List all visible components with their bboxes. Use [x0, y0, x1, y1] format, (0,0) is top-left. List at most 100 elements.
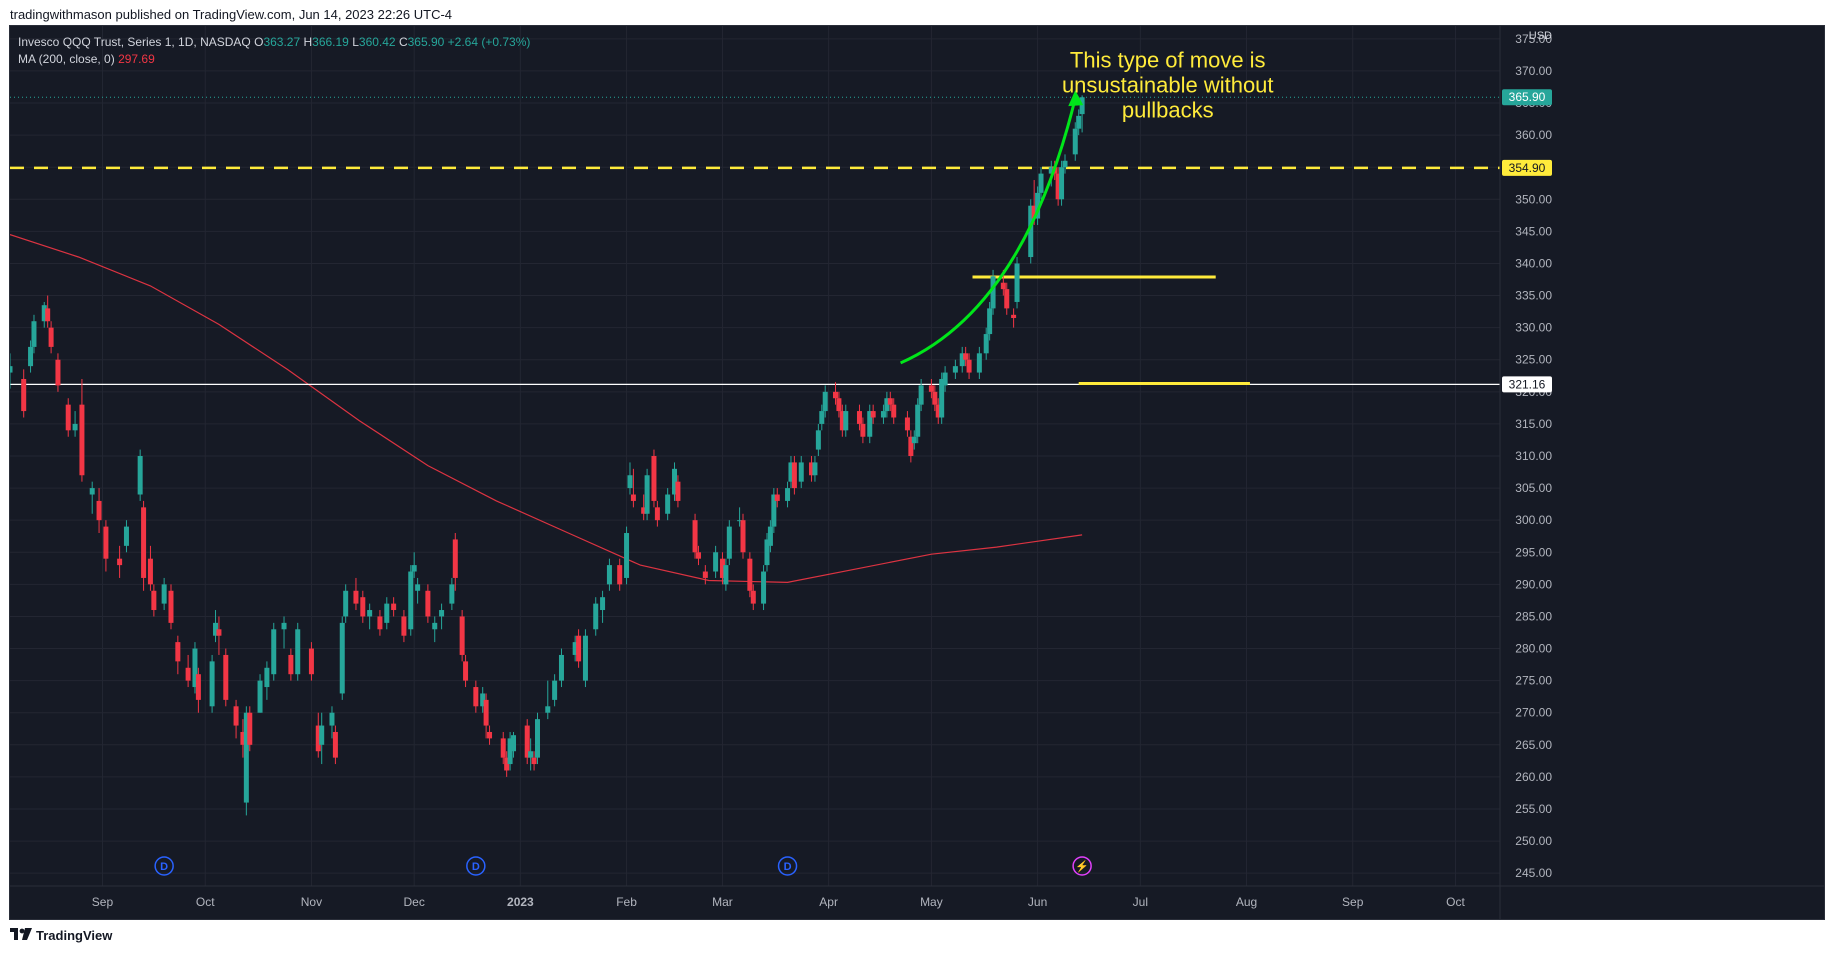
- candle-body-up: [600, 597, 606, 611]
- candle-body-down: [79, 404, 85, 476]
- chart-grid: [10, 26, 1500, 886]
- candle-body-up: [511, 735, 517, 752]
- dividend-marker-label: D: [160, 861, 168, 873]
- ma-200-line: [10, 234, 1083, 584]
- candle-body-down: [908, 436, 914, 456]
- candle-body-up: [812, 462, 818, 476]
- candle-body-up: [1028, 205, 1034, 258]
- price-tick-label: 260.00: [1515, 770, 1552, 784]
- candle-body-up: [367, 610, 373, 617]
- candle-body-up: [209, 661, 215, 707]
- price-label-box-level-yellow: [1502, 159, 1552, 176]
- candle-body-down: [904, 417, 910, 431]
- candle-body-up: [339, 622, 345, 694]
- price-label-level-yellow: 354.90: [1509, 161, 1546, 175]
- currency-label: USD: [1529, 30, 1552, 42]
- candle-body-up: [192, 648, 198, 688]
- candle-body-down: [353, 590, 359, 604]
- candle-body-up: [884, 398, 890, 412]
- trend-arrow-head: [1068, 90, 1084, 107]
- candle-body-down: [651, 456, 657, 501]
- candle-body-up: [271, 629, 277, 675]
- tradingview-logo-icon: [10, 928, 32, 943]
- symbol-title: Invesco QQQ Trust, Series 1, 1D, NASDAQ: [18, 35, 251, 49]
- price-tick-label: 275.00: [1515, 674, 1552, 688]
- time-tick-label: Sep: [92, 895, 114, 909]
- candle-body-down: [747, 558, 753, 591]
- candle-body-up: [644, 475, 650, 514]
- candle-body-down: [332, 731, 338, 758]
- candle-body-up: [918, 385, 924, 405]
- candle-body-up: [1072, 128, 1078, 155]
- chart-legend: Invesco QQQ Trust, Series 1, 1D, NASDAQ …: [18, 34, 530, 68]
- time-tick-label: Oct: [196, 895, 215, 909]
- candle-body-down: [168, 590, 174, 623]
- candle-body-up: [534, 719, 540, 758]
- candle-body-down: [719, 558, 725, 578]
- close-value: 365.90: [407, 35, 445, 49]
- low-label: L: [352, 35, 359, 49]
- candle-body-up: [1076, 115, 1082, 129]
- candle-body-down: [240, 731, 246, 745]
- candle-body-down: [891, 404, 897, 418]
- time-tick-label: 2023: [507, 895, 534, 909]
- candle-body-down: [832, 391, 838, 399]
- candle-body-up: [415, 584, 421, 591]
- time-tick-label: Oct: [1446, 895, 1465, 909]
- time-tick-label: Nov: [301, 895, 322, 909]
- candle-body-down: [809, 462, 815, 476]
- chart-pane[interactable]: This type of move is unsustainable withou…: [9, 25, 1825, 920]
- price-tick-label: 370.00: [1515, 64, 1552, 78]
- ma-value: 297.69: [118, 52, 155, 66]
- candle-body-up: [480, 693, 486, 707]
- time-tick-label: Jun: [1028, 895, 1047, 909]
- candle-body-down: [1031, 205, 1037, 219]
- tradingview-brand[interactable]: TradingView: [10, 928, 112, 943]
- candle-body-up: [665, 494, 671, 514]
- candle-body-down: [452, 539, 458, 578]
- candle-body-up: [983, 334, 989, 354]
- low-value: 360.42: [358, 35, 396, 49]
- candle-body-down: [185, 667, 191, 681]
- price-tick-label: 360.00: [1515, 128, 1552, 142]
- legend-ma-row: MA (200, close, 0) 297.69: [18, 51, 530, 68]
- candle-body-up: [976, 353, 982, 373]
- price-tick-label: 300.00: [1515, 513, 1552, 527]
- earnings-marker: [1072, 856, 1092, 876]
- price-tick-label: 265.00: [1515, 738, 1552, 752]
- candle-body-down: [247, 712, 253, 745]
- price-tick-label: 340.00: [1515, 256, 1552, 270]
- candle-body-up: [1038, 173, 1044, 193]
- brand-name: TradingView: [36, 928, 113, 943]
- candle-body-down: [932, 391, 938, 405]
- candle-body-down: [288, 654, 294, 675]
- horizontal-levels: [10, 96, 1500, 385]
- candle-body-up: [785, 488, 791, 501]
- time-tick-label: Aug: [1236, 895, 1257, 909]
- candle-body-down: [21, 378, 27, 412]
- candle-body-down: [576, 635, 582, 662]
- candle-body-up: [528, 751, 534, 758]
- candle-body-down: [887, 398, 893, 405]
- candle-body-up: [582, 635, 588, 681]
- candle-body-up: [627, 475, 633, 489]
- candle-body-up: [432, 622, 438, 630]
- price-tick-label: 350.00: [1515, 192, 1552, 206]
- annotation-text-line: This type of move is: [1070, 48, 1266, 73]
- candle-body-up: [815, 430, 821, 450]
- candle-body-down: [308, 648, 314, 675]
- candle-body-down: [425, 590, 431, 617]
- candle-body-up: [911, 436, 917, 444]
- candle-body-up: [880, 411, 886, 418]
- candle-body-down: [103, 526, 109, 559]
- open-label: O: [254, 35, 264, 49]
- candle-body-down: [654, 507, 660, 521]
- candle-body-up: [89, 488, 95, 495]
- candle-body-up: [257, 680, 263, 713]
- price-tick-label: 305.00: [1515, 481, 1552, 495]
- time-axis: Sep Oct Nov Dec 2023 Feb Mar Apr May Jun Jul Aug Sep…: [10, 885, 1824, 909]
- candle-body-down: [216, 629, 222, 636]
- candle-body-down: [1000, 282, 1006, 290]
- high-label: H: [303, 35, 313, 49]
